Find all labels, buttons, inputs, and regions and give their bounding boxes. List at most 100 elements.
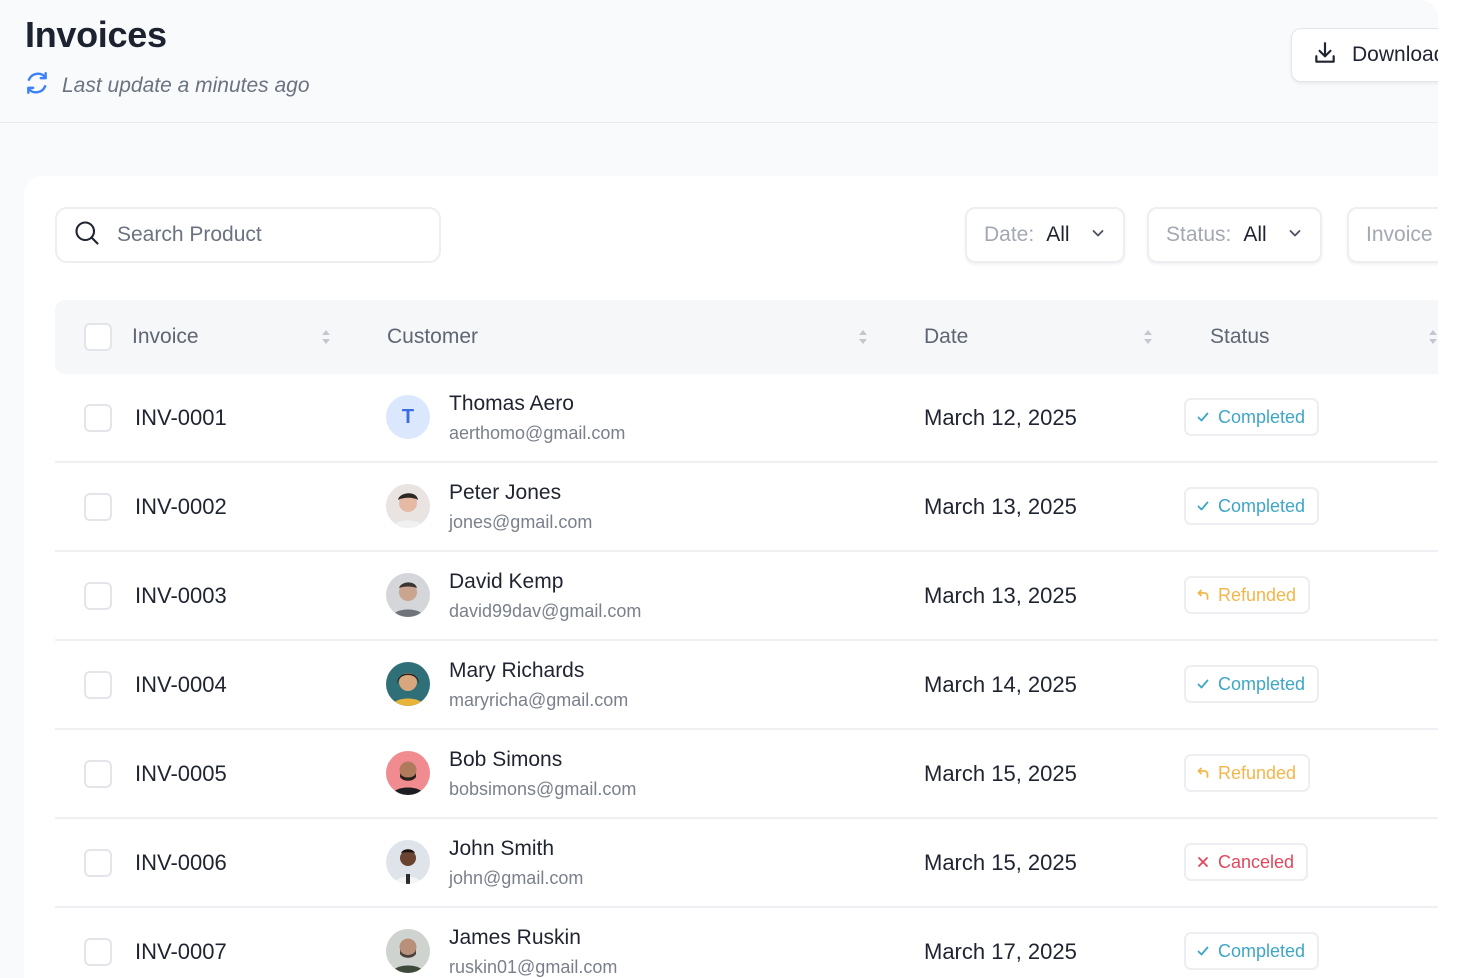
status-text: Refunded bbox=[1218, 584, 1297, 605]
table-row[interactable]: INV-0006 John Smith john@gmail.com March… bbox=[55, 819, 1438, 908]
avatar-initial: T bbox=[401, 405, 415, 428]
table-row[interactable]: INV-0004 Mary Richards maryricha@gmail.c… bbox=[55, 641, 1438, 730]
close-icon bbox=[1198, 857, 1208, 867]
customer-name: James Ruskin bbox=[449, 926, 581, 949]
status-filter[interactable]: Status: All bbox=[1147, 207, 1322, 263]
customer-name: Thomas Aero bbox=[449, 392, 574, 415]
status-badge: Completed bbox=[1184, 398, 1320, 436]
sort-icon[interactable] bbox=[320, 328, 332, 346]
invoice-filter-key: Invoice bbox=[1366, 223, 1433, 246]
table-header: Invoice Customer Date Status bbox=[55, 300, 1438, 374]
download-button[interactable]: Download bbox=[1291, 28, 1438, 82]
column-header-customer[interactable]: Customer bbox=[387, 325, 479, 348]
customer-email: jones@gmail.com bbox=[449, 512, 593, 532]
search-box[interactable] bbox=[55, 207, 441, 263]
row-checkbox[interactable] bbox=[84, 938, 112, 966]
row-checkbox[interactable] bbox=[84, 404, 112, 432]
date-filter[interactable]: Date: All bbox=[965, 207, 1125, 263]
avatar bbox=[386, 573, 430, 617]
invoice-id[interactable]: INV-0007 bbox=[135, 938, 227, 964]
table-row[interactable]: INV-0002 Peter Jones jones@gmail.com Mar… bbox=[55, 463, 1438, 552]
column-header-invoice[interactable]: Invoice bbox=[132, 325, 199, 348]
avatar bbox=[386, 662, 430, 706]
sort-icon[interactable] bbox=[1142, 328, 1154, 346]
status-badge: Refunded bbox=[1184, 754, 1311, 792]
invoices-table: Invoice Customer Date Status INV-0001 T … bbox=[55, 300, 1438, 978]
column-header-date[interactable]: Date bbox=[924, 325, 969, 348]
status-filter-value: All bbox=[1243, 223, 1267, 246]
sort-icon[interactable] bbox=[857, 328, 869, 346]
customer-name: Peter Jones bbox=[449, 481, 562, 504]
customer-name: John Smith bbox=[449, 837, 555, 860]
last-update-text: Last update a minutes ago bbox=[62, 73, 310, 97]
status-filter-key: Status: bbox=[1166, 223, 1232, 246]
date-filter-value: All bbox=[1046, 223, 1070, 246]
check-icon bbox=[1197, 679, 1209, 689]
invoice-id[interactable]: INV-0001 bbox=[135, 404, 227, 430]
chevron-down-icon bbox=[1090, 223, 1106, 247]
column-header-status[interactable]: Status bbox=[1210, 325, 1270, 348]
table-row[interactable]: INV-0007 James Ruskin ruskin01@gmail.com… bbox=[55, 908, 1438, 978]
sort-icon[interactable] bbox=[1427, 328, 1438, 346]
avatar: T bbox=[386, 395, 430, 439]
row-checkbox[interactable] bbox=[84, 760, 112, 788]
customer-email: bobsimons@gmail.com bbox=[449, 779, 637, 799]
status-badge: Canceled bbox=[1184, 843, 1309, 881]
avatar bbox=[386, 929, 430, 973]
table-row[interactable]: INV-0003 David Kemp david99dav@gmail.com… bbox=[55, 552, 1438, 641]
invoice-id[interactable]: INV-0004 bbox=[135, 671, 227, 697]
row-checkbox[interactable] bbox=[84, 493, 112, 521]
status-text: Completed bbox=[1218, 673, 1306, 694]
invoice-id[interactable]: INV-0002 bbox=[135, 493, 227, 519]
row-checkbox[interactable] bbox=[84, 849, 112, 877]
table-row[interactable]: INV-0001 T Thomas Aero aerthomo@gmail.co… bbox=[55, 374, 1438, 463]
status-text: Canceled bbox=[1218, 851, 1295, 872]
invoice-filter[interactable]: Invoice bbox=[1347, 207, 1438, 263]
invoice-id[interactable]: INV-0003 bbox=[135, 582, 227, 608]
invoice-id[interactable]: INV-0006 bbox=[135, 849, 227, 875]
date-filter-key: Date: bbox=[984, 223, 1035, 246]
refund-icon bbox=[1197, 589, 1209, 600]
refresh-icon[interactable] bbox=[24, 70, 50, 101]
row-checkbox[interactable] bbox=[84, 671, 112, 699]
customer-email: maryricha@gmail.com bbox=[449, 690, 629, 710]
download-label: Download bbox=[1352, 43, 1438, 66]
select-all-checkbox[interactable] bbox=[84, 323, 112, 351]
invoice-date: March 14, 2025 bbox=[924, 671, 1077, 697]
page-header: Invoices Last update a minutes ago Downl… bbox=[0, 0, 1438, 123]
invoice-id[interactable]: INV-0005 bbox=[135, 760, 227, 786]
avatar bbox=[386, 751, 430, 795]
customer-name: Bob Simons bbox=[449, 748, 563, 771]
status-text: Completed bbox=[1218, 495, 1306, 516]
row-checkbox[interactable] bbox=[84, 582, 112, 610]
check-icon bbox=[1197, 501, 1209, 511]
chevron-down-icon bbox=[1287, 223, 1303, 247]
invoice-date: March 12, 2025 bbox=[924, 404, 1077, 430]
customer-email: david99dav@gmail.com bbox=[449, 601, 642, 621]
customer-email: john@gmail.com bbox=[449, 868, 584, 888]
search-icon bbox=[73, 219, 101, 252]
customer-email: ruskin01@gmail.com bbox=[449, 957, 618, 977]
check-icon bbox=[1197, 412, 1209, 422]
invoice-date: March 13, 2025 bbox=[924, 493, 1077, 519]
status-badge: Completed bbox=[1184, 932, 1320, 970]
page-title: Invoices bbox=[25, 14, 167, 55]
search-input[interactable] bbox=[115, 222, 419, 248]
status-badge: Completed bbox=[1184, 487, 1320, 525]
refund-icon bbox=[1197, 767, 1209, 778]
invoice-date: March 17, 2025 bbox=[924, 938, 1077, 964]
status-badge: Refunded bbox=[1184, 576, 1311, 614]
last-update: Last update a minutes ago bbox=[24, 70, 310, 101]
customer-email: aerthomo@gmail.com bbox=[449, 423, 626, 443]
status-text: Completed bbox=[1218, 940, 1306, 961]
invoice-date: March 13, 2025 bbox=[924, 582, 1077, 608]
avatar bbox=[386, 840, 430, 884]
invoice-date: March 15, 2025 bbox=[924, 760, 1077, 786]
invoice-date: March 15, 2025 bbox=[924, 849, 1077, 875]
status-text: Refunded bbox=[1218, 762, 1297, 783]
invoices-card: Date: All Status: All Invoice Invoice Cu… bbox=[24, 176, 1438, 978]
download-icon bbox=[1312, 40, 1338, 71]
check-icon bbox=[1197, 946, 1209, 956]
table-row[interactable]: INV-0005 Bob Simons bobsimons@gmail.com … bbox=[55, 730, 1438, 819]
